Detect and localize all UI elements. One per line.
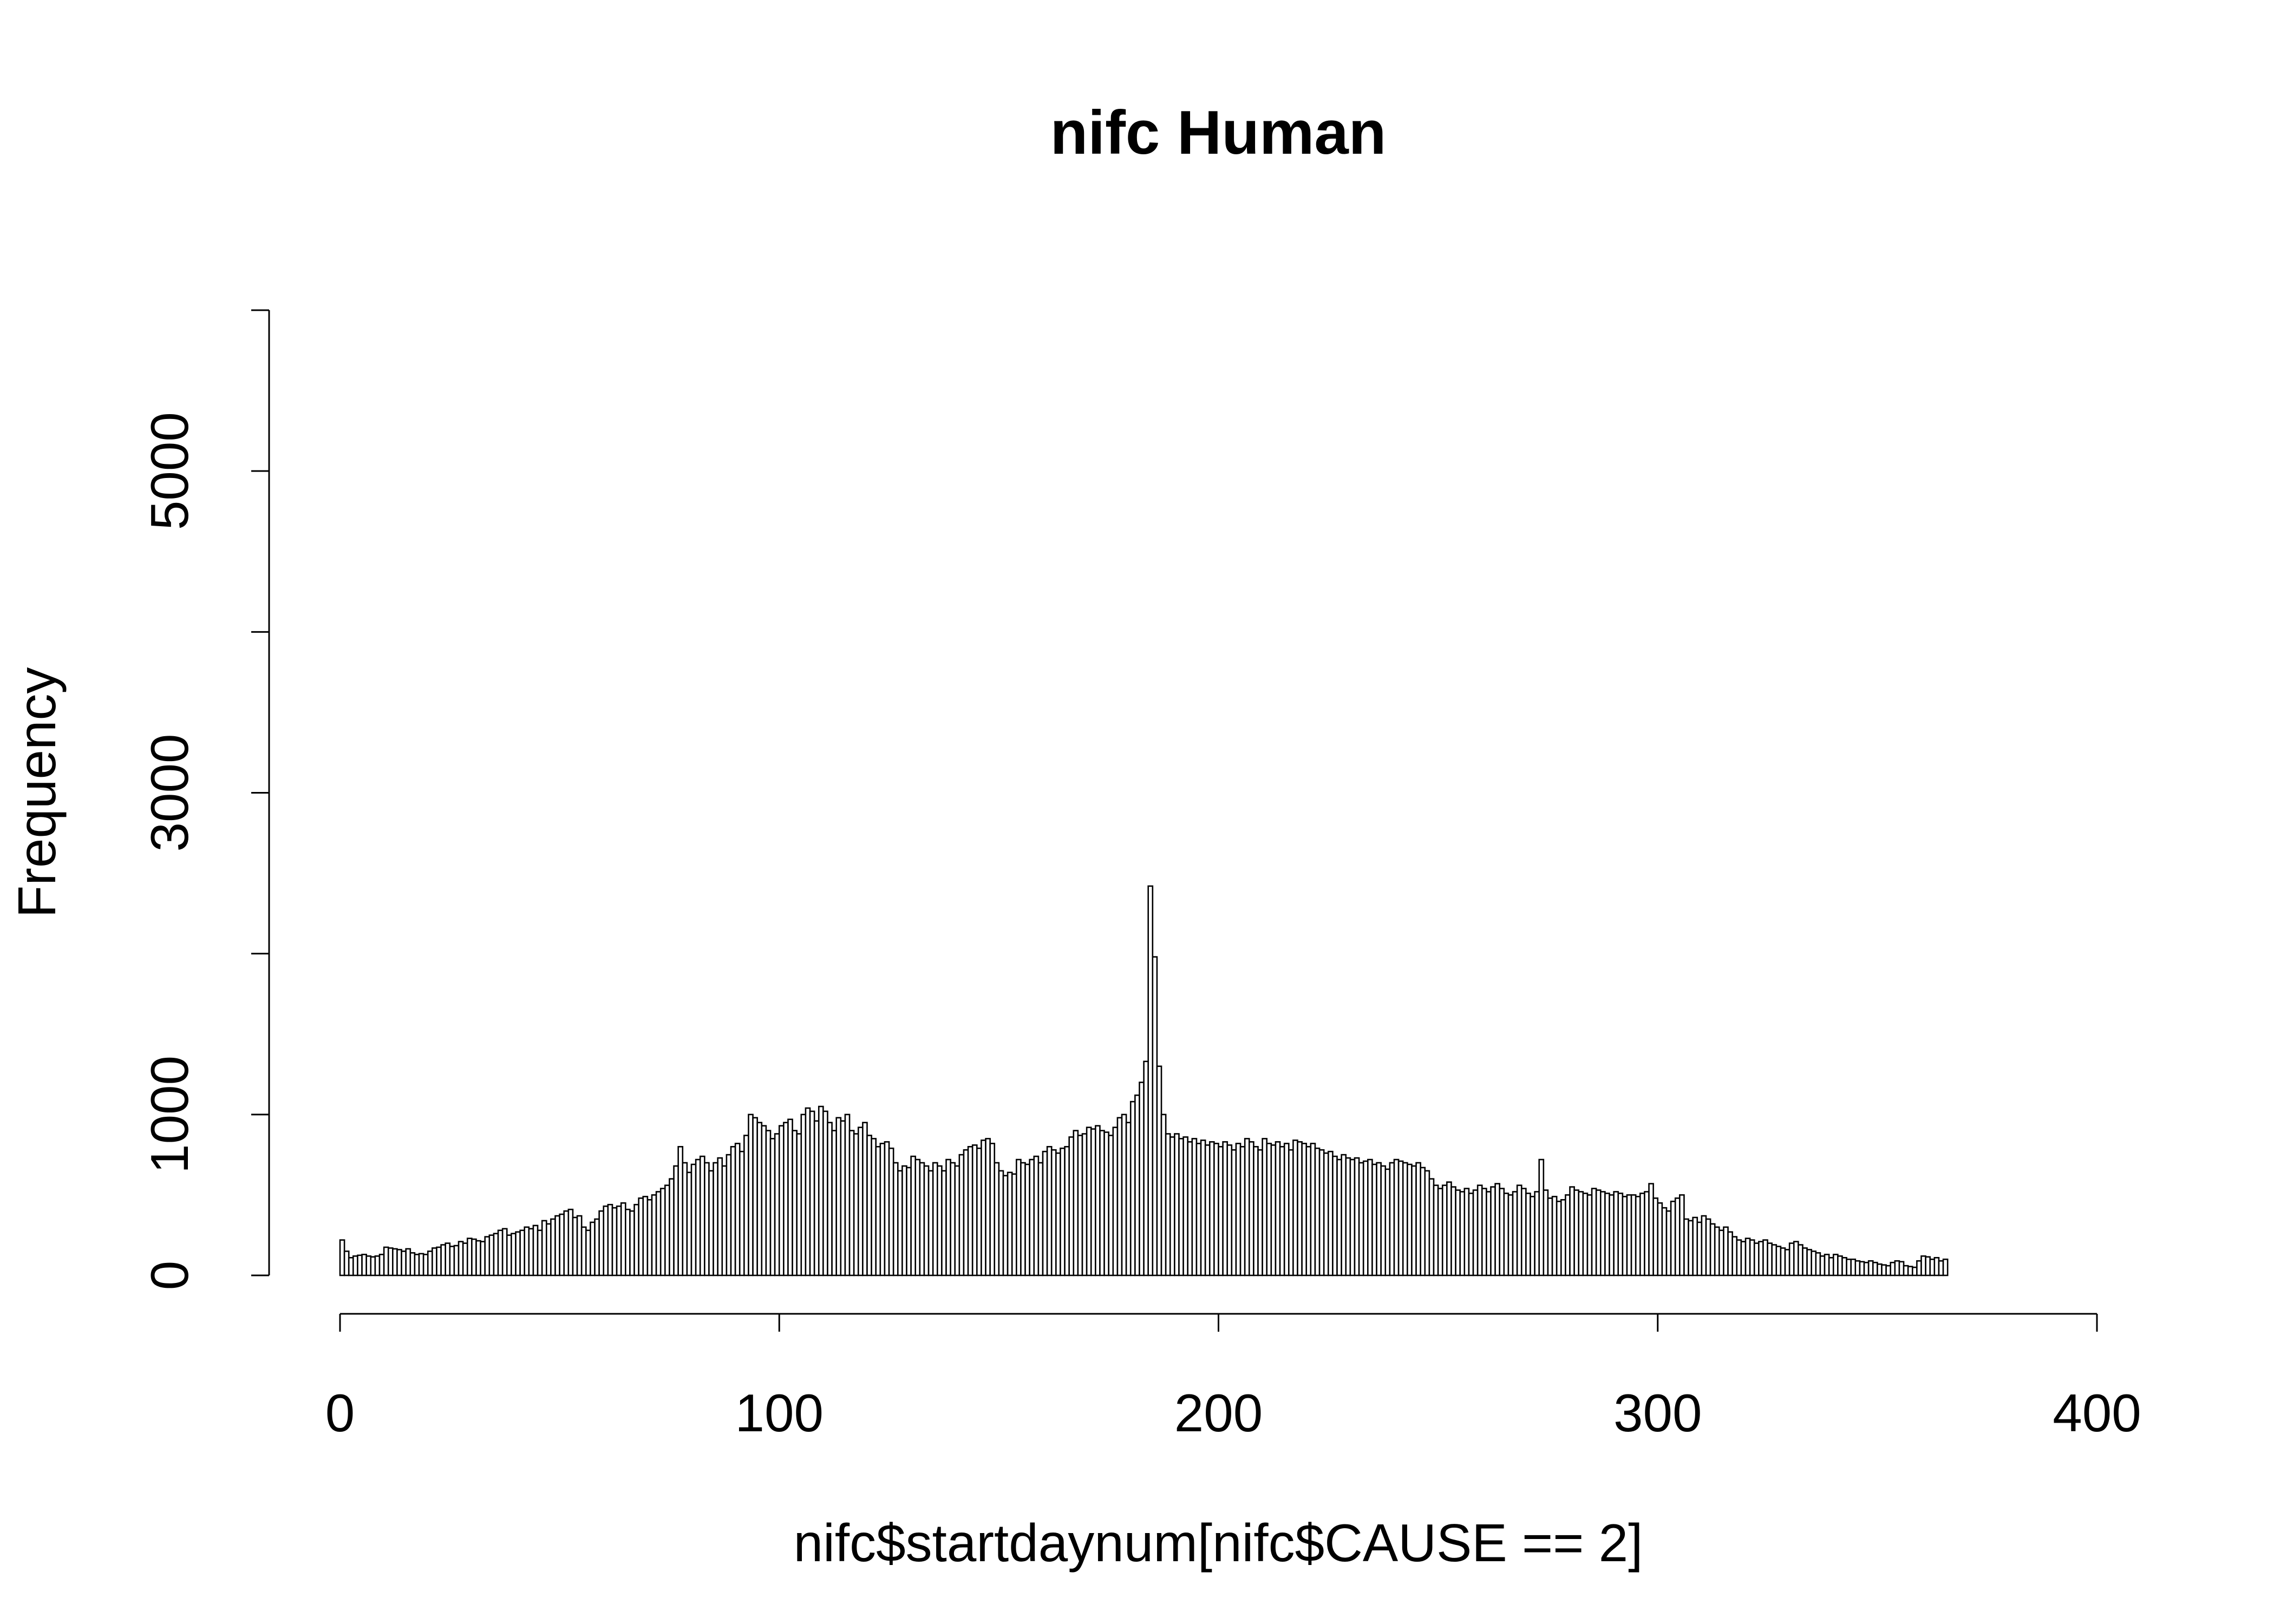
bar [1942,1258,1949,1276]
y-tick-label: 0 [140,1261,199,1291]
chart-title: nifc Human [1050,99,1387,167]
x-tick-label: 400 [2053,1383,2141,1443]
y-tick-label: 5000 [140,412,199,530]
x-tick-label: 100 [735,1383,824,1443]
y-axis-label: Frequency [7,667,67,918]
x-tick-label: 300 [1613,1383,1702,1443]
y-tick-label: 1000 [140,1056,199,1174]
y-tick-label: 3000 [140,734,199,852]
x-tick-label: 0 [325,1383,355,1443]
x-axis-label: nifc$startdaynum[nifc$CAUSE == 2] [794,1513,1643,1573]
x-tick-label: 200 [1174,1383,1263,1443]
